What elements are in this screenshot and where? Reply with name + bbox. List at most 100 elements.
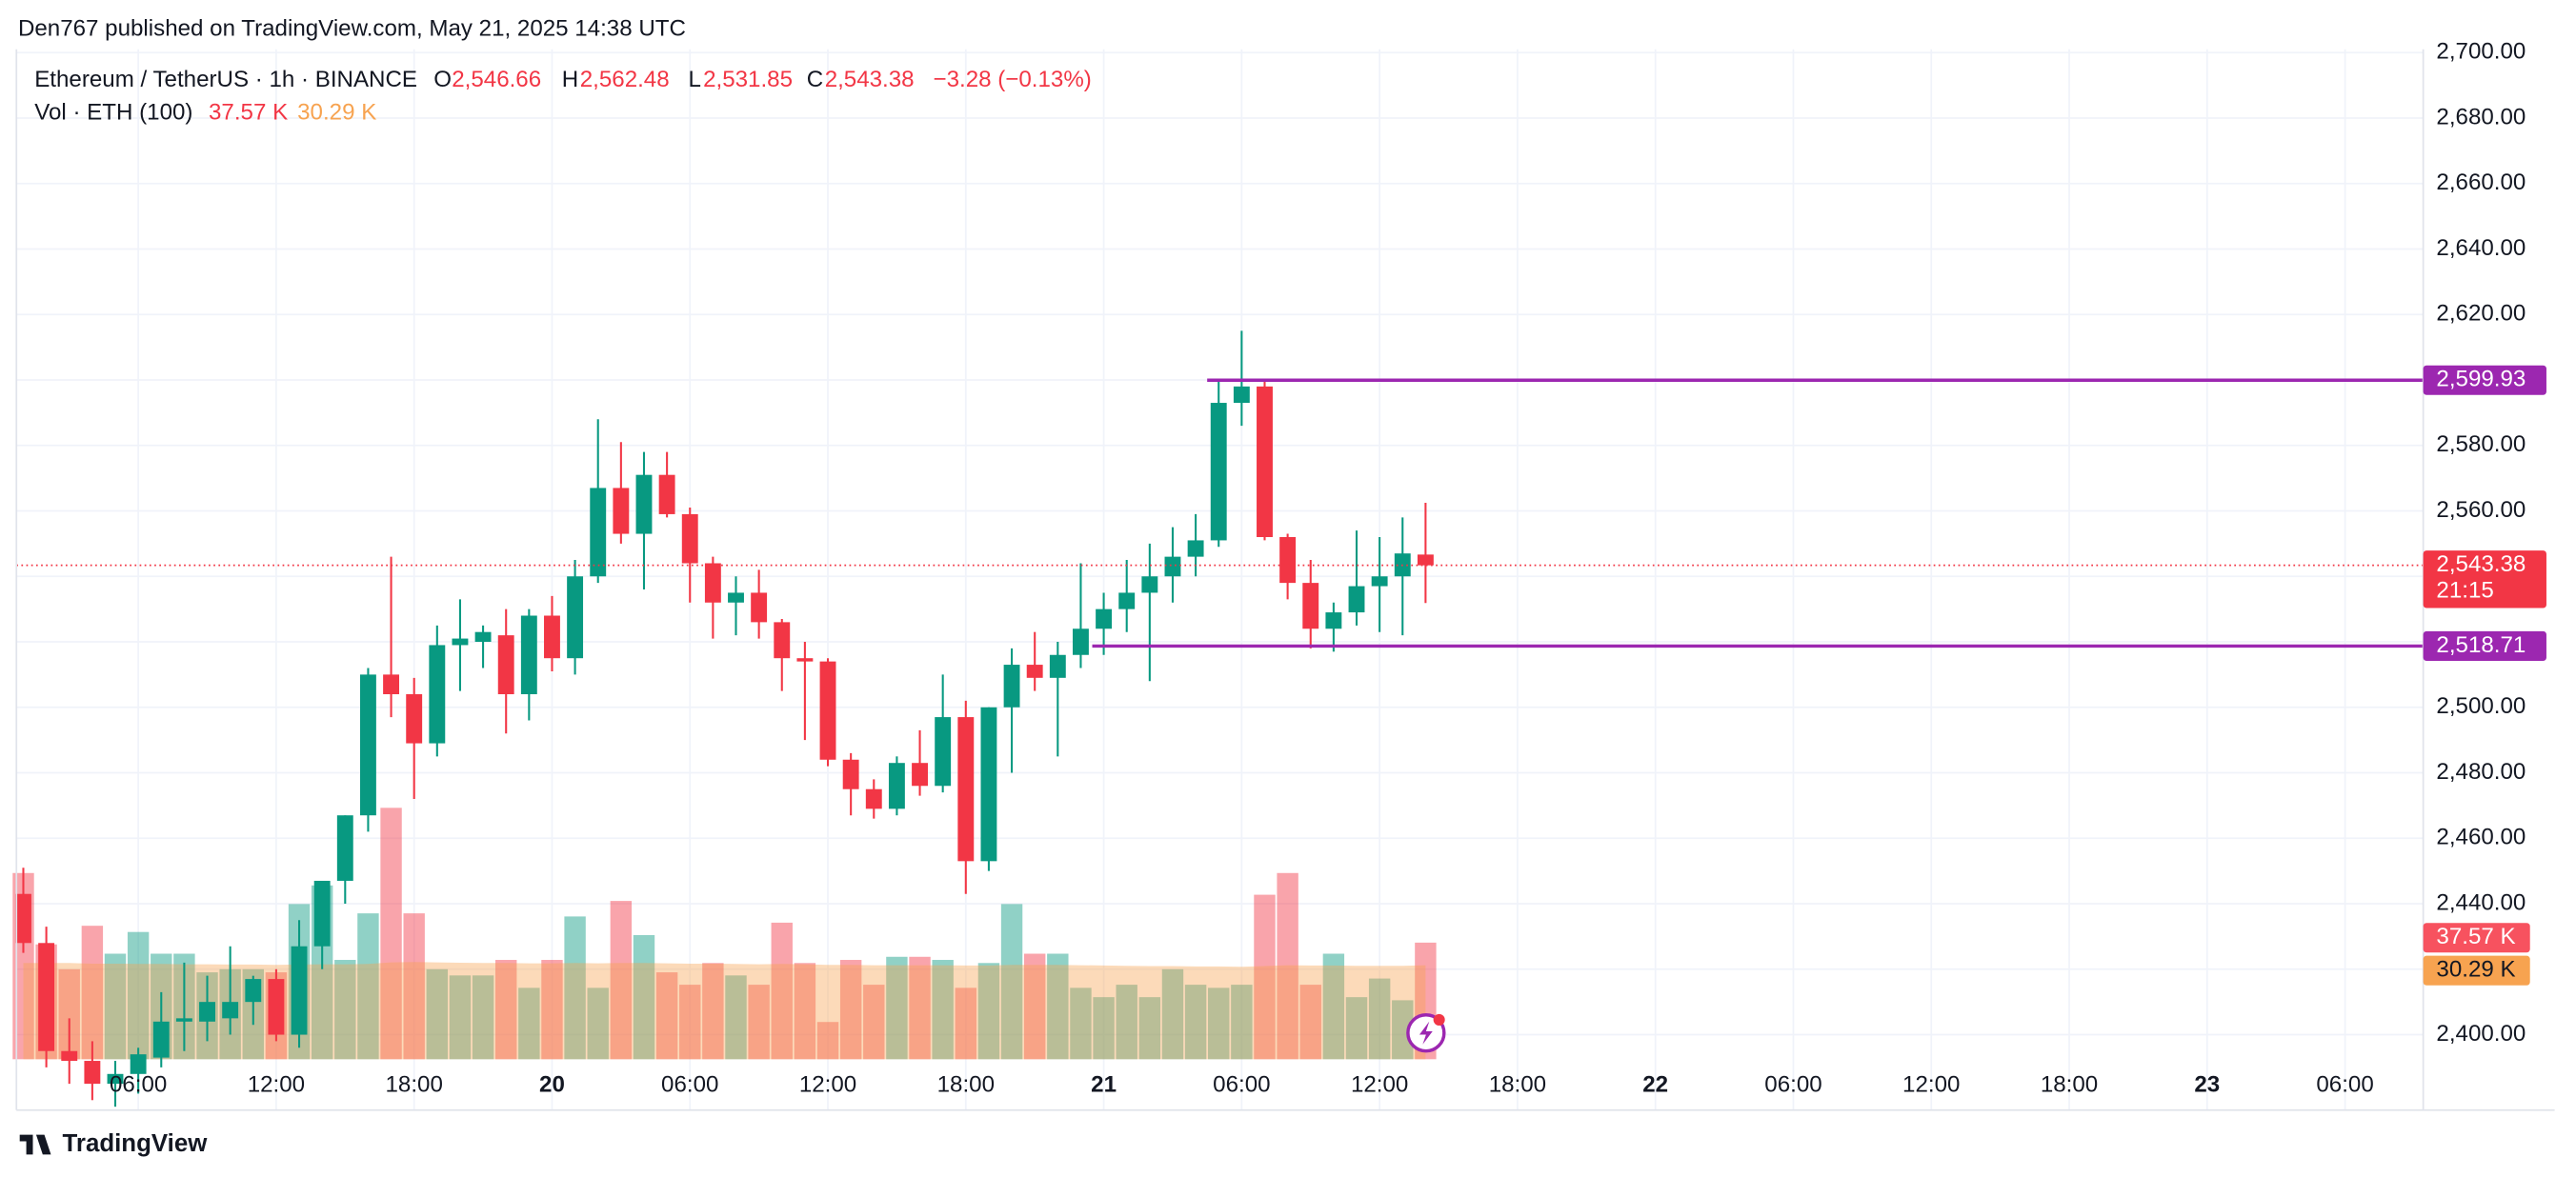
candle-body <box>130 1054 147 1074</box>
x-tick-label: 23 <box>2194 1071 2220 1097</box>
candle-body <box>658 474 675 514</box>
brand-logo <box>19 1134 51 1155</box>
volume-bar <box>1000 904 1023 1060</box>
bolt-icon <box>1406 1013 1446 1053</box>
candle-body <box>199 1002 215 1022</box>
volume-bar <box>1070 987 1092 1060</box>
volume-bar <box>81 926 104 1060</box>
candle-body <box>1417 554 1434 566</box>
y-tick-label: 2,580.00 <box>2436 431 2526 457</box>
symbol: Ethereum / TetherUS · 1h · BINANCE <box>34 67 417 92</box>
volume-bar <box>449 975 472 1060</box>
candle-body <box>681 513 698 564</box>
candle-body <box>728 592 744 603</box>
volume-bar <box>426 968 449 1060</box>
volume-bar <box>1368 978 1391 1060</box>
last-price-box <box>2423 550 2546 608</box>
level-label: 2,518.71 <box>2436 632 2526 658</box>
level-label-box <box>2423 365 2546 395</box>
candle-body <box>1348 586 1365 613</box>
candle-body <box>152 1021 170 1058</box>
ohlc-value: 2,546.66 <box>452 67 541 92</box>
candle-body <box>842 759 859 789</box>
ohlc-value: 2,562.48 <box>580 67 670 92</box>
volume-bar <box>380 808 402 1060</box>
x-tick-label: 06:00 <box>110 1071 167 1097</box>
volume-bar <box>771 922 793 1060</box>
ohlc-key: O <box>433 67 452 92</box>
candle-body <box>819 661 836 760</box>
volume-bar <box>610 901 633 1060</box>
candle-body <box>1118 592 1136 609</box>
candle-body <box>590 488 607 577</box>
volume-bar <box>541 960 563 1060</box>
candle-body <box>336 815 353 881</box>
x-tick-label: 12:00 <box>799 1071 856 1097</box>
candle-body <box>1049 654 1066 678</box>
y-tick-label: 2,620.00 <box>2436 301 2526 327</box>
y-tick-label: 2,680.00 <box>2436 104 2526 130</box>
candle-body <box>912 763 928 787</box>
volume-bar <box>1392 1000 1414 1060</box>
volume-bar <box>1161 968 1184 1060</box>
candle-body <box>774 622 791 659</box>
candle-body <box>1003 665 1020 708</box>
volume-legend-value: 37.57 K <box>209 99 288 125</box>
candle-body <box>1302 583 1319 629</box>
volume-bar <box>977 963 1000 1060</box>
volume-bar <box>633 934 655 1060</box>
last-price-label: 2,543.38 <box>2436 551 2526 577</box>
volume-bar <box>495 960 517 1060</box>
candle-body <box>175 1018 192 1022</box>
x-tick-label: 12:00 <box>1351 1071 1408 1097</box>
x-tick-label: 18:00 <box>1489 1071 1546 1097</box>
candle-body <box>1164 556 1181 577</box>
ohlc-value: 2,543.38 <box>825 67 915 92</box>
candle-body <box>865 788 882 809</box>
candle-body <box>796 658 814 662</box>
y-tick-label: 2,500.00 <box>2436 693 2526 719</box>
volume-bar <box>1299 985 1321 1060</box>
candle-body <box>1096 608 1113 629</box>
x-tick-label: 06:00 <box>661 1071 718 1097</box>
x-tick-label: 22 <box>1642 1071 1668 1097</box>
volume-label-box <box>2423 923 2530 953</box>
volume-bar <box>334 960 356 1060</box>
y-tick-label: 2,700.00 <box>2436 39 2526 65</box>
volume-bar <box>932 960 954 1060</box>
candle-body <box>107 1073 124 1085</box>
change: −3.28 (−0.13%) <box>934 67 1092 92</box>
candle-body <box>15 893 31 944</box>
volume-bar <box>1345 997 1368 1060</box>
x-tick-label: 06:00 <box>2316 1071 2373 1097</box>
y-tick-label: 2,640.00 <box>2436 235 2526 261</box>
candle-body <box>268 979 285 1035</box>
volume-bar <box>518 987 540 1060</box>
y-tick-label: 2,660.00 <box>2436 170 2526 195</box>
y-tick-label: 2,440.00 <box>2436 889 2526 915</box>
candle-body <box>1210 403 1227 541</box>
candle-body <box>704 563 721 603</box>
y-tick-label: 2,560.00 <box>2436 497 2526 523</box>
volume-bar <box>886 956 908 1060</box>
volume-bar <box>1138 997 1161 1060</box>
volume-bar <box>816 1022 839 1060</box>
candle-body <box>1279 536 1297 584</box>
level-label: 2,599.93 <box>2436 367 2526 392</box>
candle-body <box>635 474 653 534</box>
x-tick-label: 20 <box>539 1071 565 1097</box>
volume-bar <box>794 963 816 1060</box>
volume-bar <box>909 956 931 1060</box>
volume-bar <box>1277 872 1298 1060</box>
candle-body <box>1325 612 1342 629</box>
x-tick-label: 12:00 <box>1902 1071 1960 1097</box>
volume-bar <box>1322 953 1345 1060</box>
candle-body <box>61 1050 78 1062</box>
candle-body <box>544 615 560 659</box>
volume-ma-label: 30.29 K <box>2436 957 2515 983</box>
volume-bar <box>1208 987 1230 1060</box>
volume-bar <box>127 931 150 1060</box>
volume-bar <box>564 916 586 1060</box>
candle-body <box>751 592 768 623</box>
